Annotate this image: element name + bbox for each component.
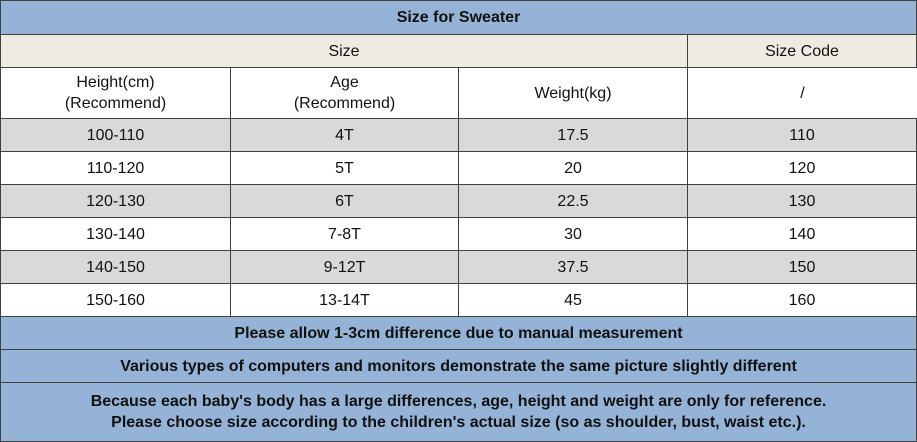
cell-text: (Recommend) xyxy=(64,95,167,112)
table-cell: 130-140 xyxy=(0,217,231,251)
cell-text: 20 xyxy=(564,159,582,177)
table-cell: 150 xyxy=(687,250,917,284)
table-cell: 110 xyxy=(687,118,917,152)
cell-text: (Recommend) xyxy=(293,95,396,112)
cell-text: 22.5 xyxy=(557,192,589,210)
cell-text: Size for Sweater xyxy=(396,9,521,26)
cell-text: 110 xyxy=(789,126,815,144)
cell-text: 4T xyxy=(335,126,354,144)
header-size: Size xyxy=(0,34,688,68)
cell-text: Please choose size according to the chil… xyxy=(111,414,806,431)
cell-text: 13-14T xyxy=(319,291,370,309)
column-header: Height(cm) (Recommend) xyxy=(0,67,231,119)
table-cell: 9-12T xyxy=(230,250,459,284)
cell-text: 5T xyxy=(335,159,354,177)
cell-text: 17.5 xyxy=(557,126,589,144)
cell-text: 9-12T xyxy=(323,258,366,276)
cell-text: Various types of computers and monitors … xyxy=(120,357,797,375)
table-cell: 4T xyxy=(230,118,459,152)
cell-text: 140-150 xyxy=(86,258,145,276)
note: Please allow 1-3cm difference due to man… xyxy=(0,316,917,350)
cell-text: Height(cm) xyxy=(76,74,155,91)
title: Size for Sweater xyxy=(0,0,917,35)
table-cell: 140-150 xyxy=(0,250,231,284)
table-cell: 20 xyxy=(458,151,688,185)
table-cell: 17.5 xyxy=(458,118,688,152)
table-cell: 120-130 xyxy=(0,184,231,218)
table-cell: 7-8T xyxy=(230,217,459,251)
cell-text: 130 xyxy=(788,192,816,210)
table-cell: 5T xyxy=(230,151,459,185)
table-cell: 110-120 xyxy=(0,151,231,185)
table-cell: 130 xyxy=(687,184,917,218)
table-cell: 37.5 xyxy=(458,250,688,284)
cell-text: 120-130 xyxy=(86,192,145,210)
cell-text: Please allow 1-3cm difference due to man… xyxy=(234,324,683,342)
table-cell: 120 xyxy=(687,151,917,185)
cell-text: Size xyxy=(328,42,360,60)
cell-text: 150 xyxy=(788,258,816,276)
cell-text: 110-120 xyxy=(86,159,145,177)
cell-text: 150-160 xyxy=(86,291,145,309)
column-header: / xyxy=(687,67,917,119)
column-header: Age (Recommend) xyxy=(230,67,459,119)
table-cell: 140 xyxy=(687,217,917,251)
cell-text: 6T xyxy=(335,192,354,210)
column-header: Weight(kg) xyxy=(458,67,688,119)
table-cell: 6T xyxy=(230,184,459,218)
cell-text: 45 xyxy=(564,291,582,309)
cell-text: 7-8T xyxy=(328,225,361,243)
cell-text: 130-140 xyxy=(86,225,145,243)
header-size-code: Size Code xyxy=(687,34,917,68)
table-cell: 13-14T xyxy=(230,283,459,317)
cell-text: 160 xyxy=(788,291,816,309)
table-cell: 150-160 xyxy=(0,283,231,317)
cell-text: Age xyxy=(330,74,359,91)
table-cell: 100-110 xyxy=(0,118,231,152)
cell-text: 100-110 xyxy=(86,126,145,144)
note: Various types of computers and monitors … xyxy=(0,349,917,383)
cell-text: 120 xyxy=(788,159,816,177)
cell-text: 37.5 xyxy=(557,258,589,276)
cell-text: Because each baby's body has a large dif… xyxy=(90,393,827,410)
table-cell: 30 xyxy=(458,217,688,251)
cell-text: Weight(kg) xyxy=(534,84,612,102)
cell-text: 30 xyxy=(564,225,582,243)
table-cell: 45 xyxy=(458,283,688,317)
table-cell: 22.5 xyxy=(458,184,688,218)
cell-text: Size Code xyxy=(765,42,839,60)
table-cell: 160 xyxy=(687,283,917,317)
note: Because each baby's body has a large dif… xyxy=(0,382,917,442)
cell-text: / xyxy=(800,84,805,102)
cell-text: 140 xyxy=(788,225,816,243)
